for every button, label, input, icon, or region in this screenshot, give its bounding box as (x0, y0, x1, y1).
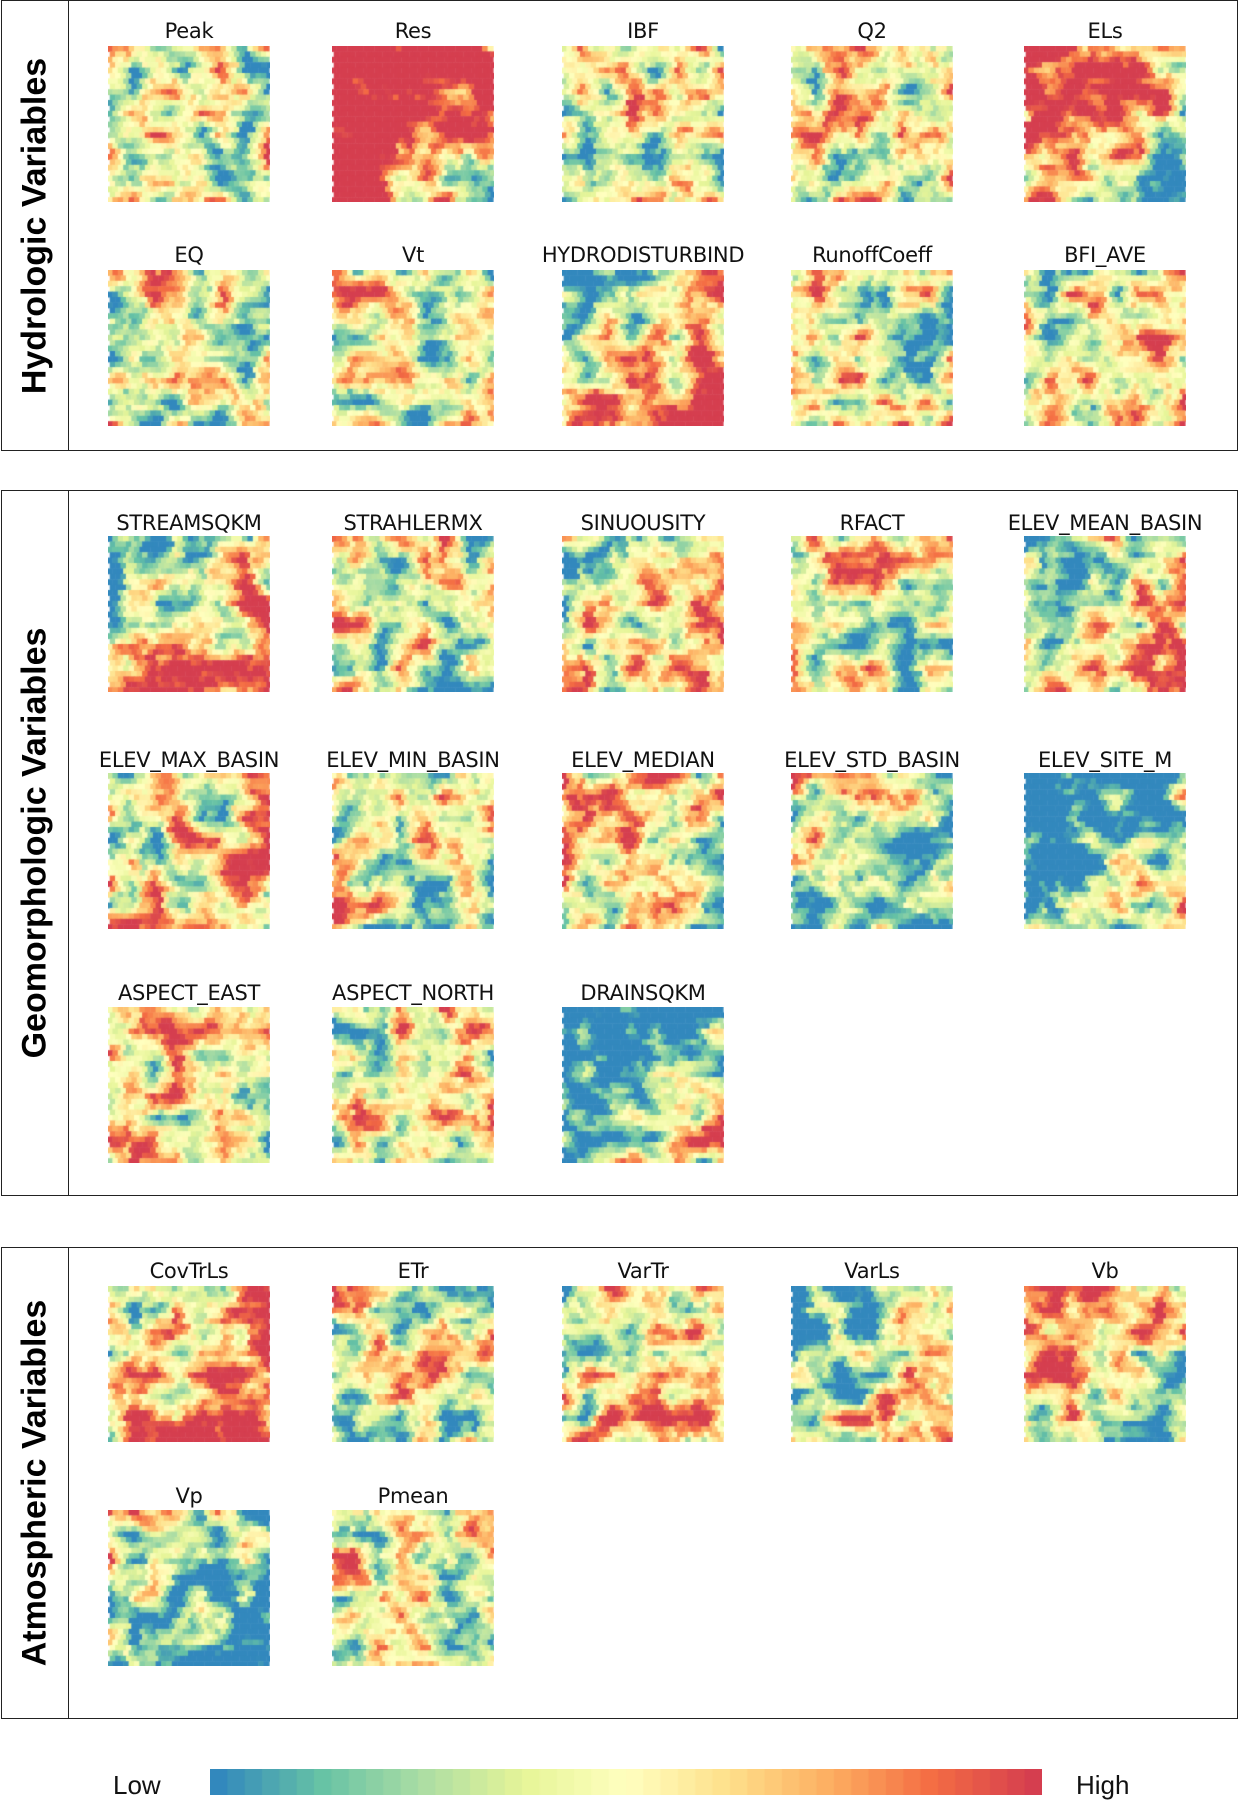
panel-title: ELEV_MIN_BASIN (326, 748, 500, 772)
panel-title: Vb (1091, 1259, 1119, 1283)
heatmap (108, 1510, 270, 1666)
panel-title: STRAHLERMX (343, 511, 483, 535)
panel-title: Vp (175, 1484, 203, 1508)
heatmap (562, 1007, 724, 1163)
heatmap (791, 1286, 953, 1442)
heatmap (1024, 270, 1186, 426)
section-label-box: Geomorphologic Variables (2, 491, 69, 1195)
heatmap (562, 270, 724, 426)
colorbar (210, 1769, 1042, 1795)
section-label-box: Atmospheric Variables (2, 1248, 69, 1718)
section-label: Atmospheric Variables (15, 1299, 54, 1667)
heatmap (562, 773, 724, 929)
panel-title: VarLs (844, 1259, 900, 1283)
colorbar-low-label: Low (113, 1770, 161, 1800)
panel-title: STREAMSQKM (116, 511, 262, 535)
heatmap (332, 536, 494, 692)
panel-title: ELEV_MAX_BASIN (98, 748, 280, 772)
heatmap (791, 536, 953, 692)
colorbar-high-label: High (1076, 1770, 1130, 1800)
panel-title: VarTr (617, 1259, 669, 1283)
section-label-box: Hydrologic Variables (2, 1, 69, 450)
heatmap (1024, 1286, 1186, 1442)
heatmap (1024, 536, 1186, 692)
panel-title: EQ (174, 243, 204, 267)
panel-title: RFACT (839, 511, 905, 535)
heatmap (1024, 46, 1186, 202)
panel-title: ETr (397, 1259, 429, 1283)
heatmap (332, 1510, 494, 1666)
panel-title: ELEV_SITE_M (1037, 748, 1173, 772)
panel-title: CovTrLs (149, 1259, 229, 1283)
panel-title: DRAINSQKM (580, 981, 706, 1005)
panel-title: SINUOUSITY (580, 511, 706, 535)
heatmap (562, 536, 724, 692)
panel-title: HYDRODISTURBIND (541, 243, 745, 267)
panel-title: ELEV_MEAN_BASIN (1007, 511, 1203, 535)
section-label: Hydrologic Variables (15, 57, 54, 394)
panel-title: ELEV_STD_BASIN (784, 748, 960, 772)
panel-title: ASPECT_EAST (117, 981, 261, 1005)
heatmap (108, 1286, 270, 1442)
heatmap (108, 1007, 270, 1163)
heatmap (332, 1007, 494, 1163)
heatmap (332, 46, 494, 202)
geomorphologic-section: Geomorphologic Variables (1, 490, 1238, 1196)
heatmap (332, 1286, 494, 1442)
panel-title: Peak (164, 19, 214, 43)
heatmap (108, 536, 270, 692)
panel-title: Pmean (377, 1484, 449, 1508)
heatmap (791, 270, 953, 426)
panel-title: ELs (1087, 19, 1123, 43)
heatmap (108, 773, 270, 929)
heatmap (1024, 773, 1186, 929)
atmospheric-section: Atmospheric Variables (1, 1247, 1238, 1719)
panel-title: ASPECT_NORTH (332, 981, 494, 1005)
heatmap (562, 1286, 724, 1442)
heatmap (562, 46, 724, 202)
panel-title: ELEV_MEDIAN (571, 748, 715, 772)
heatmap (332, 773, 494, 929)
panel-title: Res (394, 19, 432, 43)
panel-title: Q2 (857, 19, 887, 43)
heatmap (791, 46, 953, 202)
panel-title: RunoffCoeff (812, 243, 932, 267)
heatmap (108, 270, 270, 426)
panel-title: BFI_AVE (1064, 243, 1146, 267)
panel-title: Vt (402, 243, 424, 267)
heatmap (332, 270, 494, 426)
panel-title: IBF (627, 19, 659, 43)
section-label: Geomorphologic Variables (15, 627, 54, 1059)
heatmap (108, 46, 270, 202)
heatmap (791, 773, 953, 929)
hydrologic-section: Hydrologic Variables (1, 0, 1238, 451)
